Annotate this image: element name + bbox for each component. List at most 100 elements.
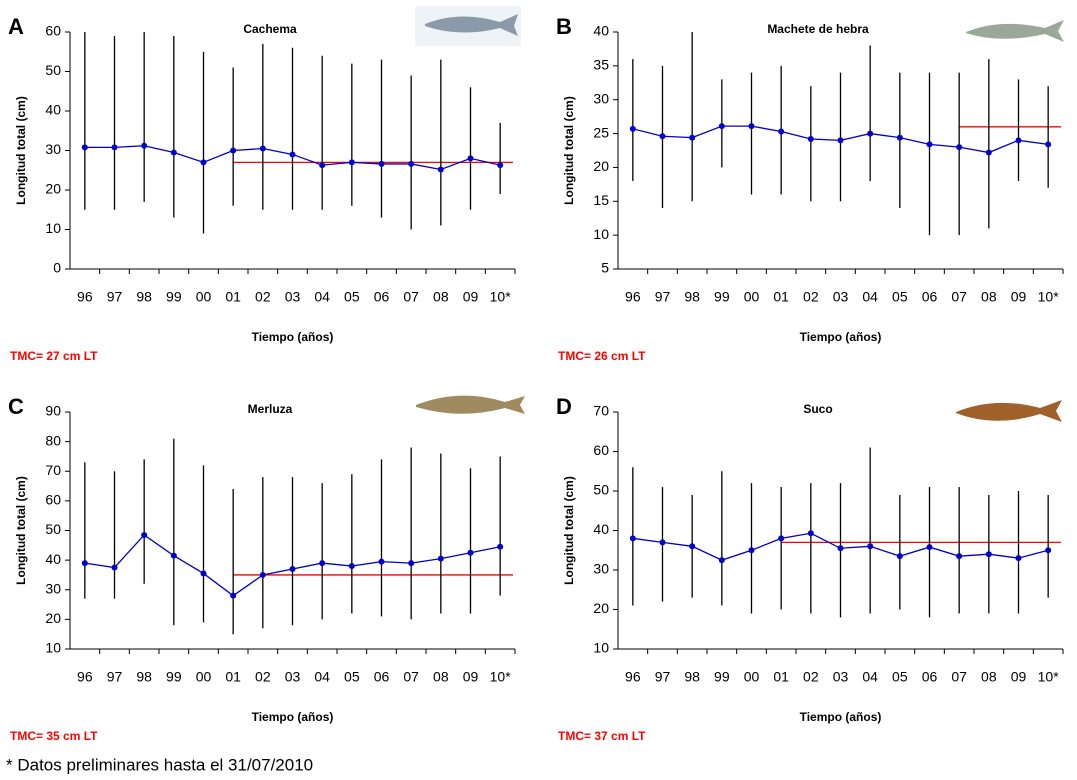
x-tick-label: 97 <box>107 289 123 305</box>
fish-icon <box>415 6 521 46</box>
y-tick-label: 40 <box>45 551 61 567</box>
x-tick-label: 09 <box>463 669 479 685</box>
point <box>497 162 504 169</box>
x-tick-label: 05 <box>344 669 360 685</box>
y-tick-label: 50 <box>45 62 61 78</box>
point <box>956 144 963 151</box>
point <box>985 551 992 558</box>
point <box>141 531 148 538</box>
y-tick-label: 25 <box>593 124 609 140</box>
reference-label: TMC= 37 cm LT <box>558 729 646 743</box>
y-tick-label: 35 <box>593 57 609 73</box>
x-tick-label: 07 <box>403 289 419 305</box>
point <box>778 128 785 135</box>
x-tick-label: 00 <box>196 289 212 305</box>
panel-letter: D <box>556 394 572 419</box>
chart-panel: A Cachema Longitud total (cm) Tiempo (años)… <box>8 14 516 363</box>
point <box>748 123 755 130</box>
x-tick-label: 99 <box>166 669 182 685</box>
point <box>896 134 903 141</box>
point <box>289 151 296 158</box>
y-tick-label: 20 <box>593 600 609 616</box>
point <box>689 543 696 550</box>
point <box>170 149 177 156</box>
y-tick-label: 20 <box>593 158 609 174</box>
point <box>141 142 148 149</box>
chart-panel: C Merluza Longitud total (cm) Tiempo (años)… <box>8 394 516 743</box>
point <box>926 544 933 551</box>
y-tick-label: 60 <box>593 442 609 458</box>
point <box>837 137 844 144</box>
y-tick-label: 30 <box>593 561 609 577</box>
point <box>659 133 666 140</box>
x-tick-label: 05 <box>892 289 908 305</box>
x-tick-label: 96 <box>77 669 93 685</box>
point <box>378 558 385 565</box>
y-tick-label: 90 <box>45 403 61 419</box>
x-tick-label: 00 <box>744 289 760 305</box>
x-tick-label: 96 <box>77 289 93 305</box>
panel-letter: A <box>8 14 24 39</box>
x-tick-label: 08 <box>981 289 997 305</box>
point <box>807 530 814 537</box>
point <box>170 552 177 559</box>
point <box>348 563 355 570</box>
y-tick-label: 70 <box>45 462 61 478</box>
y-tick-label: 60 <box>45 492 61 508</box>
x-tick-label: 97 <box>107 669 123 685</box>
point <box>467 155 474 162</box>
x-tick-label: 06 <box>374 669 390 685</box>
x-tick-label: 00 <box>196 669 212 685</box>
x-tick-label: 07 <box>951 669 967 685</box>
y-tick-label: 60 <box>45 23 61 39</box>
point <box>111 564 118 571</box>
x-tick-label: 03 <box>833 669 849 685</box>
chart-title: Suco <box>803 402 832 416</box>
y-tick-label: 80 <box>45 432 61 448</box>
y-tick-label: 0 <box>53 260 61 276</box>
y-tick-label: 15 <box>593 192 609 208</box>
x-tick-label: 10* <box>490 289 512 305</box>
x-tick-label: 10* <box>1038 289 1060 305</box>
point <box>867 543 874 550</box>
x-tick-label: 02 <box>255 669 271 685</box>
x-tick-label: 10* <box>490 669 512 685</box>
x-tick-label: 09 <box>1011 289 1027 305</box>
y-tick-label: 20 <box>45 181 61 197</box>
y-axis-label: Longitud total (cm) <box>562 96 576 205</box>
y-tick-label: 30 <box>45 580 61 596</box>
y-tick-label: 10 <box>593 640 609 656</box>
point <box>985 149 992 156</box>
point <box>659 539 666 546</box>
x-tick-label: 03 <box>285 289 301 305</box>
fish-icon <box>966 20 1064 42</box>
point <box>289 566 296 573</box>
x-tick-label: 99 <box>166 289 182 305</box>
x-tick-label: 01 <box>773 289 789 305</box>
chart-title: Merluza <box>248 402 293 416</box>
point <box>926 141 933 148</box>
point <box>956 553 963 560</box>
chart-panel: B Machete de hebra Longitud total (cm) Tiem… <box>556 14 1064 363</box>
x-tick-label: 03 <box>833 289 849 305</box>
reference-label: TMC= 27 cm LT <box>10 349 98 363</box>
point <box>348 159 355 166</box>
y-tick-label: 70 <box>593 403 609 419</box>
x-tick-label: 05 <box>344 289 360 305</box>
point <box>1045 547 1052 554</box>
x-axis-label: Tiempo (años) <box>800 330 882 344</box>
y-tick-label: 10 <box>593 226 609 242</box>
x-tick-label: 09 <box>1011 669 1027 685</box>
y-axis-label: Longitud total (cm) <box>562 476 576 585</box>
point <box>81 560 88 567</box>
x-tick-label: 07 <box>403 669 419 685</box>
point <box>259 571 266 578</box>
x-tick-label: 09 <box>463 289 479 305</box>
point <box>867 130 874 137</box>
x-tick-label: 04 <box>314 289 330 305</box>
y-tick-label: 10 <box>45 640 61 656</box>
x-tick-label: 08 <box>433 669 449 685</box>
point <box>437 555 444 562</box>
x-tick-label: 99 <box>714 289 730 305</box>
y-tick-label: 20 <box>45 610 61 626</box>
